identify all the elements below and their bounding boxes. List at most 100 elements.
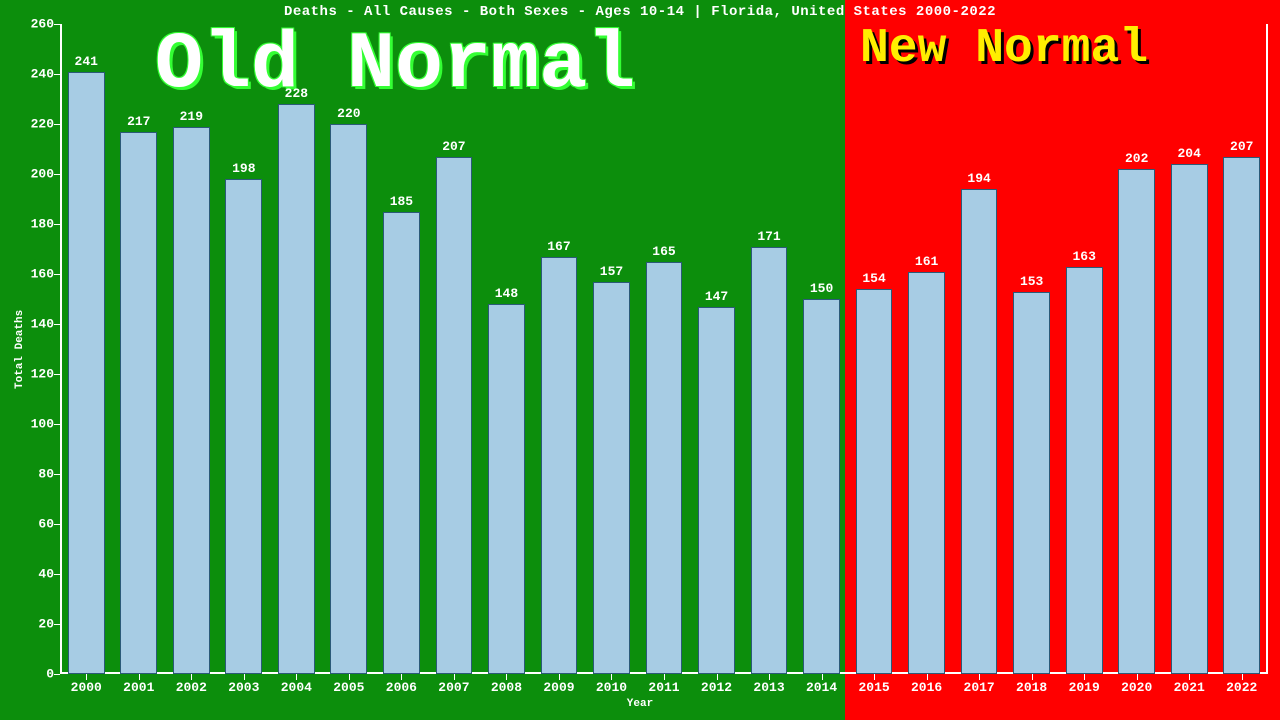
y-tick-mark: [54, 424, 60, 425]
bar-value-label: 150: [810, 281, 833, 296]
x-tick-label: 2008: [491, 680, 522, 695]
bar: [856, 289, 893, 674]
x-tick-label: 2022: [1226, 680, 1257, 695]
y-tick-label: 60: [16, 517, 54, 532]
y-tick-label: 140: [16, 317, 54, 332]
y-tick-mark: [54, 474, 60, 475]
x-tick-label: 2013: [753, 680, 784, 695]
bar: [1118, 169, 1155, 674]
x-tick-label: 2015: [858, 680, 889, 695]
x-tick-label: 2000: [71, 680, 102, 695]
x-tick-label: 2009: [543, 680, 574, 695]
x-tick-label: 2021: [1174, 680, 1205, 695]
bar-value-label: 157: [600, 264, 623, 279]
x-tick-label: 2019: [1069, 680, 1100, 695]
bar: [646, 262, 683, 675]
bar: [488, 304, 525, 674]
y-tick-label: 40: [16, 567, 54, 582]
bar-value-label: 194: [967, 171, 990, 186]
y-tick-mark: [54, 374, 60, 375]
y-axis-line-right: [1266, 24, 1268, 674]
y-tick-mark: [54, 124, 60, 125]
bar-value-label: 220: [337, 106, 360, 121]
bar-value-label: 154: [862, 271, 885, 286]
bar: [330, 124, 367, 674]
plot-area: [60, 24, 1268, 674]
bar-value-label: 161: [915, 254, 938, 269]
y-tick-mark: [54, 174, 60, 175]
bar-value-label: 207: [442, 139, 465, 154]
y-tick-label: 160: [16, 267, 54, 282]
x-tick-label: 2017: [964, 680, 995, 695]
bar-value-label: 228: [285, 86, 308, 101]
y-tick-mark: [54, 274, 60, 275]
x-axis-label: Year: [627, 698, 653, 710]
bar: [1066, 267, 1103, 675]
bar-value-label: 148: [495, 286, 518, 301]
y-tick-label: 220: [16, 117, 54, 132]
bar-value-label: 153: [1020, 274, 1043, 289]
bar-value-label: 219: [180, 109, 203, 124]
bar: [173, 127, 210, 675]
bar-value-label: 202: [1125, 151, 1148, 166]
bar: [68, 72, 105, 675]
bar: [751, 247, 788, 675]
y-tick-label: 20: [16, 617, 54, 632]
y-tick-mark: [54, 24, 60, 25]
bar-value-label: 217: [127, 114, 150, 129]
y-tick-mark: [54, 574, 60, 575]
bar: [908, 272, 945, 675]
x-tick-label: 2018: [1016, 680, 1047, 695]
bar-value-label: 207: [1230, 139, 1253, 154]
bar: [225, 179, 262, 674]
y-tick-label: 120: [16, 367, 54, 382]
bar: [1223, 157, 1260, 675]
bar: [120, 132, 157, 675]
bar-value-label: 198: [232, 161, 255, 176]
bar: [278, 104, 315, 674]
bar: [436, 157, 473, 675]
x-tick-label: 2012: [701, 680, 732, 695]
x-tick-label: 2004: [281, 680, 312, 695]
x-tick-label: 2016: [911, 680, 942, 695]
bar: [383, 212, 420, 675]
y-axis-line: [60, 24, 62, 674]
bar-value-label: 163: [1072, 249, 1095, 264]
bar-value-label: 204: [1178, 146, 1201, 161]
bar: [1013, 292, 1050, 675]
x-tick-label: 2002: [176, 680, 207, 695]
y-tick-mark: [54, 74, 60, 75]
y-tick-label: 200: [16, 167, 54, 182]
y-tick-label: 0: [16, 667, 54, 682]
bar-value-label: 241: [75, 54, 98, 69]
y-tick-mark: [54, 224, 60, 225]
bar: [961, 189, 998, 674]
y-tick-label: 260: [16, 17, 54, 32]
bar-value-label: 165: [652, 244, 675, 259]
y-tick-label: 240: [16, 67, 54, 82]
bar: [698, 307, 735, 675]
x-tick-label: 2006: [386, 680, 417, 695]
y-tick-mark: [54, 624, 60, 625]
bar: [593, 282, 630, 675]
y-tick-label: 180: [16, 217, 54, 232]
x-tick-label: 2010: [596, 680, 627, 695]
y-tick-mark: [54, 324, 60, 325]
x-tick-label: 2014: [806, 680, 837, 695]
bar-value-label: 147: [705, 289, 728, 304]
x-tick-label: 2007: [438, 680, 469, 695]
x-tick-label: 2005: [333, 680, 364, 695]
chart-title: Deaths - All Causes - Both Sexes - Ages …: [0, 4, 1280, 20]
y-tick-label: 80: [16, 467, 54, 482]
chart-stage: Deaths - All Causes - Both Sexes - Ages …: [0, 0, 1280, 720]
bar-value-label: 171: [757, 229, 780, 244]
bar-value-label: 185: [390, 194, 413, 209]
y-tick-label: 100: [16, 417, 54, 432]
x-tick-label: 2001: [123, 680, 154, 695]
bar: [803, 299, 840, 674]
x-tick-label: 2011: [648, 680, 679, 695]
x-tick-label: 2003: [228, 680, 259, 695]
y-tick-mark: [54, 524, 60, 525]
bar-value-label: 167: [547, 239, 570, 254]
bar: [541, 257, 578, 675]
